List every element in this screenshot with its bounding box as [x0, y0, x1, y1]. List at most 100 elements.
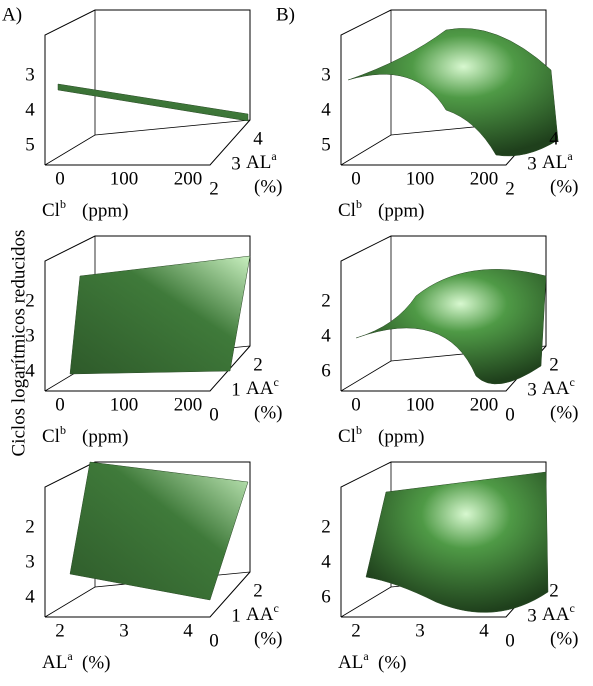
x-axis-label: Clb	[338, 197, 362, 222]
depth-axis-label-main: AL	[246, 152, 271, 173]
x-axis-label-unit: (ppm)	[82, 200, 128, 221]
x-tick-label: 4	[183, 620, 193, 641]
depth-axis-label-sup: a	[271, 149, 277, 163]
x-tick-label: 200	[470, 168, 499, 189]
depth-axis-label-sup: a	[567, 149, 573, 163]
depth-axis-label: AAc	[542, 601, 575, 626]
depth-axis-label: ALa	[542, 149, 573, 174]
y-axis-label: Ciclos logarítmicos reducidos	[8, 230, 29, 457]
column-label: A)	[2, 4, 22, 25]
box-edge	[44, 235, 251, 392]
x-tick-label: 0	[55, 394, 65, 415]
x-axis-label-unit: (ppm)	[378, 426, 424, 447]
x-axis-label-sup: a	[67, 649, 73, 663]
depth-axis-label-main: AA	[542, 604, 570, 625]
depth-tick-label: 2	[253, 354, 263, 375]
x-tick-label: 2	[351, 620, 361, 641]
x-axis-label-main: Cl	[338, 200, 356, 221]
z-tick-label: 2	[25, 516, 35, 537]
depth-axis-label-main: AA	[542, 378, 570, 399]
x-axis-label-unit: (ppm)	[82, 426, 128, 447]
z-tick-label: 3	[321, 64, 331, 85]
x-axis-label-sup: b	[60, 197, 66, 211]
x-tick-label: 200	[174, 394, 203, 415]
box-edge	[340, 10, 392, 166]
depth-tick-label: 2	[253, 580, 263, 601]
x-tick-label: 0	[351, 394, 361, 415]
x-tick-label: 0	[55, 168, 65, 189]
x-tick-label: 3	[415, 620, 425, 641]
x-tick-label: 2	[55, 620, 65, 641]
x-axis-label-main: AL	[338, 652, 363, 673]
x-axis-label-sup: b	[356, 423, 362, 437]
depth-tick-label: 2	[209, 178, 219, 199]
depth-tick-label: 4	[253, 128, 263, 149]
depth-tick-label: 3	[527, 605, 537, 626]
depth-axis-label: AAc	[246, 601, 279, 626]
z-tick-label: 3	[25, 551, 35, 572]
depth-axis-label-main: AA	[246, 378, 274, 399]
depth-tick-label: 2	[505, 178, 515, 199]
z-tick-label: 3	[25, 325, 35, 346]
z-tick-label: 5	[321, 134, 331, 155]
x-tick-label: 100	[110, 168, 139, 189]
box-edge	[44, 9, 251, 166]
z-tick-label: 4	[321, 325, 331, 346]
depth-axis-label-sup: c	[569, 601, 574, 615]
depth-axis-label-unit: (%)	[254, 628, 282, 649]
z-tick-label: 5	[25, 134, 35, 155]
x-axis-label: ALa	[42, 649, 73, 674]
box-edge	[340, 236, 392, 392]
x-axis-label: ALa	[338, 649, 369, 674]
surface	[347, 28, 559, 157]
depth-tick-label: 2	[549, 580, 559, 601]
depth-axis-label-unit: (%)	[254, 402, 282, 423]
depth-tick-label: 2	[549, 354, 559, 375]
z-tick-label: 6	[321, 586, 331, 607]
z-tick-label: 4	[25, 99, 35, 120]
depth-axis-label-main: AA	[246, 604, 274, 625]
x-tick-label: 100	[110, 394, 139, 415]
x-axis-label-unit: (ppm)	[378, 200, 424, 221]
depth-tick-label: 0	[209, 404, 219, 425]
depth-axis-label: AAc	[246, 375, 279, 400]
depth-tick-label: 1	[231, 379, 241, 400]
x-axis-label-sup: b	[356, 197, 362, 211]
depth-axis-label-unit: (%)	[550, 402, 578, 423]
surface	[355, 269, 547, 385]
depth-tick-label: 0	[505, 630, 515, 651]
x-tick-label: 100	[406, 168, 435, 189]
x-axis-label-main: AL	[42, 652, 67, 673]
depth-axis-label-unit: (%)	[550, 176, 578, 197]
x-axis-label-main: Cl	[42, 200, 60, 221]
surface	[365, 471, 549, 613]
depth-tick-label: 0	[209, 630, 219, 651]
column-label: B)	[276, 4, 295, 25]
x-axis-label: Clb	[42, 197, 66, 222]
depth-axis-label-sup: c	[273, 601, 278, 615]
z-tick-label: 2	[321, 516, 331, 537]
z-tick-label: 2	[321, 290, 331, 311]
box-edge	[340, 235, 547, 392]
depth-axis-label-sup: c	[569, 375, 574, 389]
x-axis-label-unit: (%)	[378, 652, 406, 673]
z-tick-label: 4	[321, 551, 331, 572]
box-edge	[44, 461, 251, 618]
depth-axis-label: ALa	[246, 149, 277, 174]
depth-axis-label-sup: c	[273, 375, 278, 389]
x-axis-label-unit: (%)	[82, 652, 110, 673]
depth-axis-label: AAc	[542, 375, 575, 400]
x-tick-label: 0	[351, 168, 361, 189]
x-tick-label: 200	[470, 394, 499, 415]
x-tick-label: 100	[406, 394, 435, 415]
x-axis-label-sup: a	[363, 649, 369, 663]
depth-axis-label-main: AL	[542, 152, 567, 173]
x-axis-label-main: Cl	[338, 426, 356, 447]
x-axis-label: Clb	[338, 423, 362, 448]
surface	[69, 255, 251, 375]
